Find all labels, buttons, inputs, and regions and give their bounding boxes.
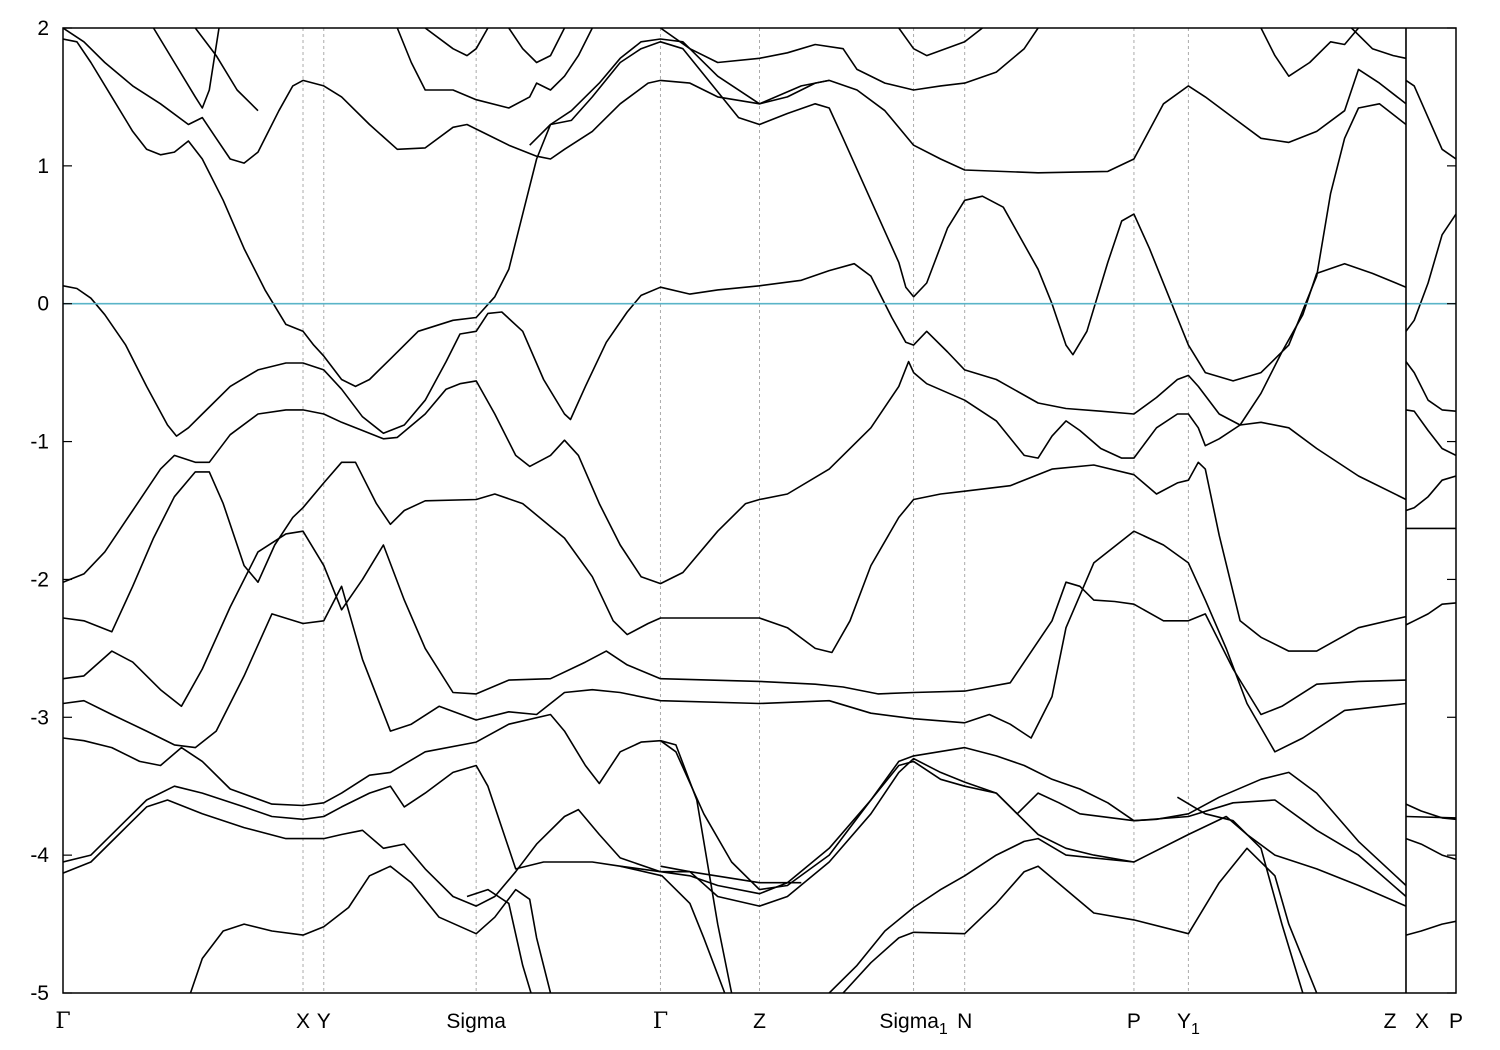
k-point-label-3: Sigma	[446, 1010, 506, 1033]
k-point-label-11: X	[1415, 1010, 1429, 1033]
k-point-label-5: Z	[753, 1010, 766, 1033]
k-point-label-10: Z	[1384, 1010, 1397, 1033]
band-line-1	[63, 262, 1407, 585]
band-line-14	[842, 847, 1318, 993]
band-line-27	[1350, 28, 1407, 60]
k-point-label-0: Γ	[55, 1009, 70, 1034]
band-line-7	[63, 757, 1407, 907]
band-line-3	[63, 530, 1407, 716]
y-tick-label-0: 2	[37, 17, 49, 40]
band-line-5	[63, 713, 1407, 891]
band-line-30	[1405, 361, 1456, 412]
band-line-34	[1405, 602, 1456, 626]
band-line-18	[152, 28, 220, 109]
plot-frame	[62, 27, 1457, 994]
band-line-15	[1176, 796, 1304, 993]
band-line-12	[620, 865, 726, 993]
y-tick-label-7: -5	[30, 982, 49, 1005]
band-line-13	[828, 837, 1134, 993]
band-line-16	[63, 38, 1407, 388]
k-point-label-7: N	[957, 1010, 972, 1033]
band-line-28	[1405, 79, 1456, 160]
k-point-label-9: Y1	[1177, 1010, 1200, 1038]
band-line-32	[1405, 475, 1456, 512]
y-tick-label-6: -4	[30, 844, 49, 867]
k-point-label-6: Sigma1	[879, 1010, 948, 1038]
plot-border	[62, 27, 1457, 994]
k-point-label-8: P	[1127, 1010, 1141, 1033]
band-line-25	[898, 28, 983, 57]
band-line-24	[660, 28, 1039, 91]
band-line-2	[63, 461, 1407, 654]
band-line-8	[189, 865, 552, 993]
band-line-9	[466, 888, 532, 993]
band-line-23	[529, 38, 830, 146]
y-axis-ticks: 2 1 0 -1 -2 -3 -4 -5	[30, 17, 1456, 1005]
k-point-label-12: P	[1449, 1010, 1463, 1033]
band-line-10	[660, 865, 802, 884]
k-point-label-2: Y	[317, 1010, 331, 1033]
band-line-31	[1405, 409, 1456, 457]
k-point-labels: Γ X Y Sigma Γ Z Sigma1 N P Y1 Z X P	[55, 1009, 1463, 1038]
y-tick-label-4: -2	[30, 568, 49, 591]
band-line-22	[508, 28, 566, 64]
k-point-label-1: X	[296, 1010, 310, 1033]
k-point-label-4: Γ	[653, 1009, 668, 1034]
y-tick-label-5: -3	[30, 706, 49, 729]
band-line-17	[63, 28, 1407, 174]
band-line-19	[194, 28, 259, 112]
band-line-11	[660, 739, 733, 993]
band-line-36	[1405, 815, 1456, 819]
band-line-4	[63, 530, 1407, 753]
band-line-26	[1260, 28, 1360, 77]
band-line-20	[396, 28, 594, 109]
y-tick-label-2: 0	[37, 293, 49, 316]
y-tick-label-3: -1	[30, 431, 49, 454]
band-line-6	[63, 760, 1407, 898]
k-point-gridlines	[302, 28, 1407, 993]
band-line-37	[1405, 837, 1456, 861]
band-line-21	[424, 28, 489, 57]
band-series	[63, 28, 1456, 993]
y-tick-label-1: 1	[37, 155, 49, 178]
band-line-29	[1405, 213, 1456, 332]
band-line-38	[1405, 920, 1456, 936]
band-line-0	[63, 262, 1407, 501]
band-line-35	[1405, 803, 1456, 821]
